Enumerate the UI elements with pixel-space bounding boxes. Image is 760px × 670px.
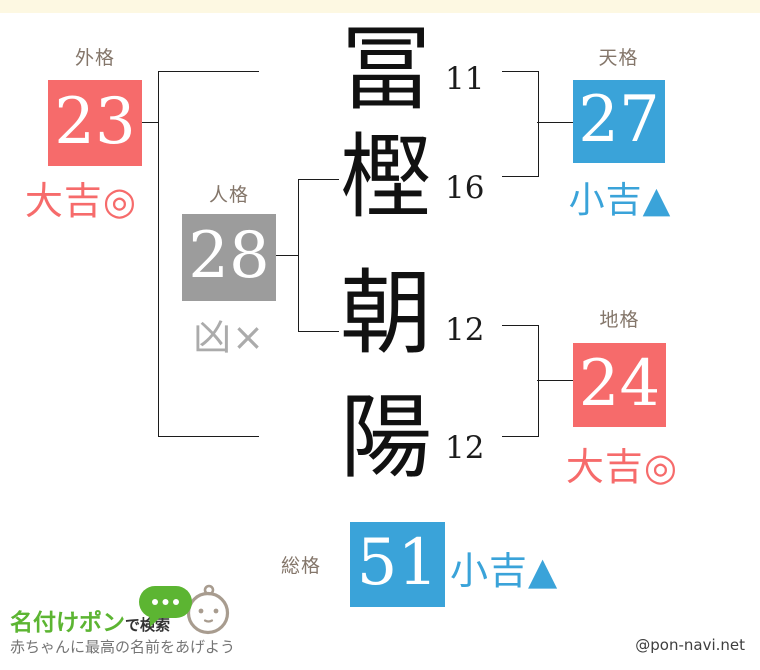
tagline: 赤ちゃんに最高の名前をあげよう [10,638,236,656]
name-char-3: 朝 [339,260,432,367]
soukaku-value-box: 51 [350,522,445,607]
tenkaku-result: 小吉▲ [568,180,672,221]
chikaku-value-box: 24 [573,343,666,427]
connector-jinkaku [276,255,299,256]
connector-gaikaku [142,122,159,123]
gaikaku-label: 外格 [74,47,115,69]
jinkaku-result: 凶× [193,315,265,359]
gaikaku-value-box: 23 [48,80,142,166]
chikaku-result: 大吉◎ [565,445,679,489]
bracket-chikaku [502,325,539,437]
logo-text: 名付けポン [10,610,125,636]
stroke-count-2: 16 [445,170,485,206]
logo-icons [139,584,230,635]
jinkaku-value-box: 28 [182,214,276,301]
stroke-count-3: 12 [445,312,485,348]
tenkaku-label: 天格 [598,47,639,69]
connector-tenkaku [537,122,573,123]
soukaku-result: 小吉▲ [450,549,559,593]
bracket-tenkaku [502,71,539,177]
name-char-4: 陽 [339,384,432,491]
connector-chikaku [537,380,573,381]
chikaku-label: 地格 [599,309,640,331]
site-credit: @pon-navi.net [635,636,745,654]
name-char-2: 樫 [339,124,432,231]
stroke-count-4: 12 [445,430,485,466]
bracket-gaikaku [158,71,259,437]
soukaku-label: 総格 [281,555,322,577]
logo: 名付けポン で検索 [10,603,170,637]
baby-face-icon [186,584,230,635]
logo-suffix-text: で検索 [125,616,171,634]
bracket-jinkaku [298,179,339,332]
stroke-count-1: 11 [445,61,485,97]
jinkaku-label: 人格 [208,184,249,206]
gaikaku-result: 大吉◎ [24,179,138,223]
top-accent-bar [0,0,760,13]
tenkaku-value-box: 27 [573,80,665,163]
name-char-1: 冨 [339,16,432,123]
speech-bubble-icon [139,586,192,627]
